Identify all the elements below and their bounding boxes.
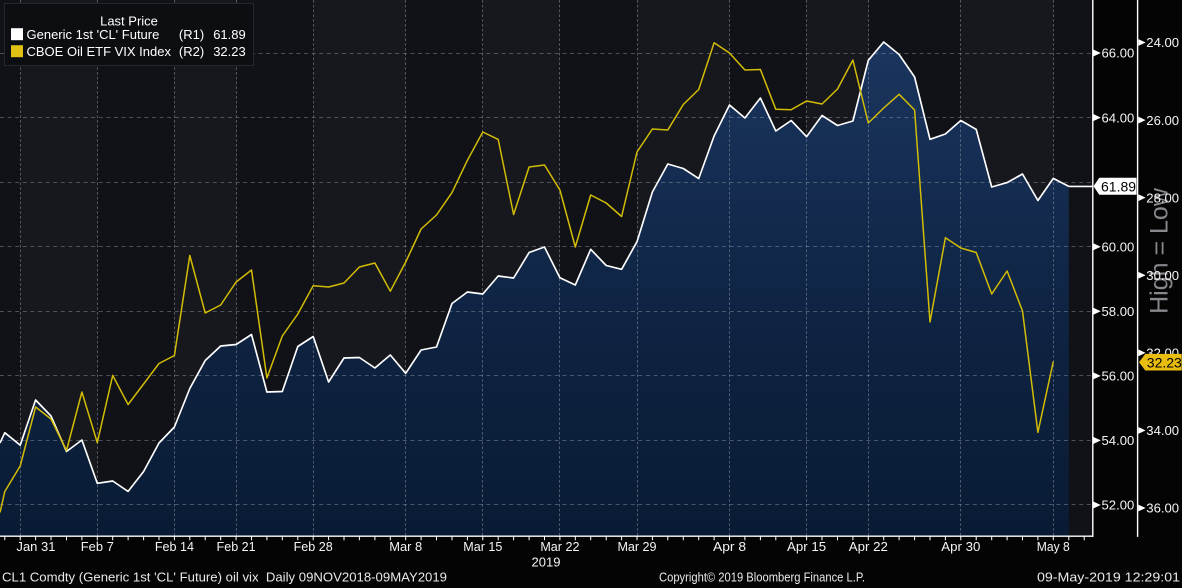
svg-text:32.23: 32.23	[213, 44, 246, 59]
svg-text:Feb 21: Feb 21	[217, 539, 256, 554]
svg-text:32.23: 32.23	[1147, 354, 1182, 370]
svg-text:High = Low: High = Low	[1146, 187, 1174, 314]
svg-text:Mar 15: Mar 15	[463, 539, 502, 554]
svg-text:May 8: May 8	[1037, 539, 1070, 554]
svg-text:36.00: 36.00	[1146, 501, 1179, 516]
svg-text:54.00: 54.00	[1102, 433, 1135, 448]
svg-text:Feb 14: Feb 14	[155, 539, 194, 554]
svg-text:(R1): (R1)	[179, 27, 204, 42]
svg-text:CBOE Oil ETF VIX Index: CBOE Oil ETF VIX Index	[27, 44, 172, 59]
svg-text:52.00: 52.00	[1102, 498, 1135, 513]
svg-text:61.89: 61.89	[213, 27, 246, 42]
svg-text:Apr 15: Apr 15	[787, 539, 826, 554]
svg-text:Copyright© 2019 Bloomberg Fina: Copyright© 2019 Bloomberg Finance L.P.	[659, 570, 865, 585]
svg-text:(R2): (R2)	[179, 44, 204, 59]
svg-text:2019: 2019	[532, 555, 561, 570]
svg-text:56.00: 56.00	[1102, 369, 1135, 384]
svg-text:24.00: 24.00	[1146, 35, 1179, 50]
svg-text:09-May-2019 12:29:01: 09-May-2019 12:29:01	[1037, 570, 1180, 585]
svg-text:61.89: 61.89	[1101, 178, 1136, 194]
svg-text:60.00: 60.00	[1102, 239, 1135, 254]
svg-text:26.00: 26.00	[1146, 113, 1179, 128]
svg-text:Apr 8: Apr 8	[713, 539, 746, 554]
svg-text:Apr 22: Apr 22	[849, 539, 888, 554]
svg-text:28.00: 28.00	[1146, 190, 1179, 205]
svg-text:Mar 8: Mar 8	[389, 539, 422, 554]
svg-text:CL1 Comdty (Generic 1st 'CL' F: CL1 Comdty (Generic 1st 'CL' Future) oil…	[2, 570, 447, 585]
svg-text:Generic 1st 'CL' Future: Generic 1st 'CL' Future	[27, 27, 160, 42]
svg-text:30.00: 30.00	[1146, 268, 1179, 283]
svg-text:Mar 22: Mar 22	[540, 539, 579, 554]
svg-text:66.00: 66.00	[1102, 46, 1135, 61]
svg-text:64.00: 64.00	[1102, 110, 1135, 125]
svg-text:Apr 30: Apr 30	[941, 539, 980, 554]
svg-text:Mar 29: Mar 29	[617, 539, 656, 554]
svg-text:34.00: 34.00	[1146, 423, 1179, 438]
svg-text:Feb 7: Feb 7	[81, 539, 114, 554]
svg-text:58.00: 58.00	[1102, 304, 1135, 319]
svg-text:Jan 31: Jan 31	[16, 539, 55, 554]
svg-text:Feb 28: Feb 28	[294, 539, 333, 554]
svg-text:Last Price: Last Price	[100, 13, 158, 28]
